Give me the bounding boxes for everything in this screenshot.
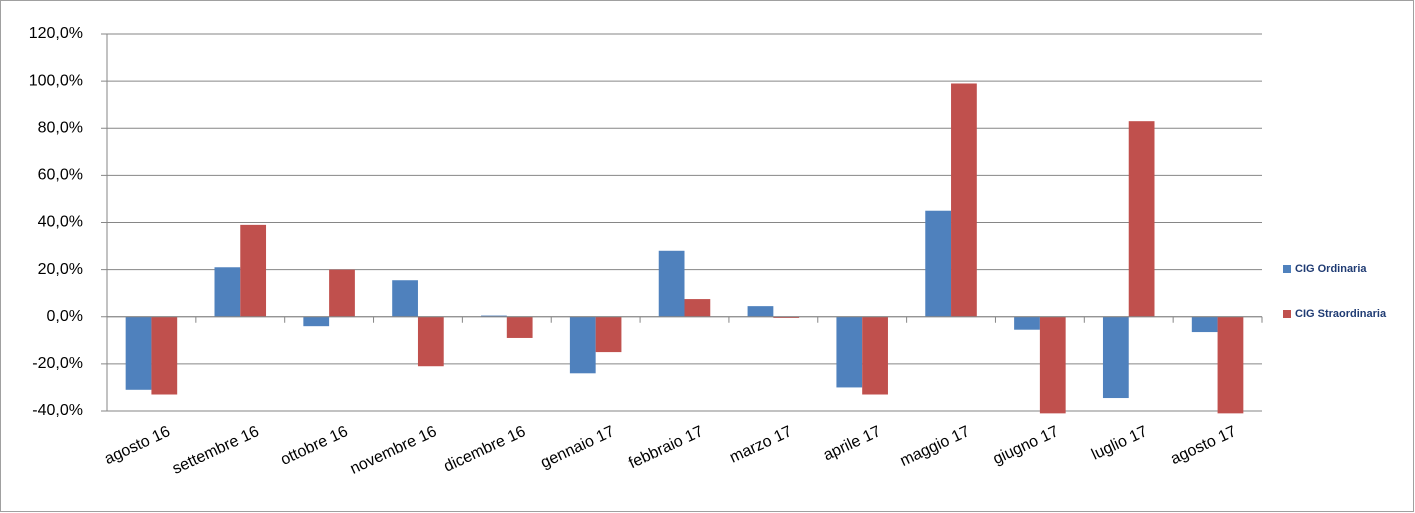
bar [684,299,711,317]
y-tick-label: 100,0% [29,72,83,89]
bar [773,316,800,318]
bar [1039,316,1066,414]
y-tick-label: 120,0% [29,25,83,42]
y-tick-label: 0,0% [47,308,83,325]
legend-label: CIG Ordinaria [1295,263,1367,275]
y-tick-label: -20,0% [32,355,83,372]
bar [392,280,418,317]
bar [125,316,152,390]
bar [1217,316,1244,414]
legend-label: CIG Straordinaria [1295,308,1387,320]
bar [240,224,267,317]
y-tick-label: -40,0% [32,402,83,419]
bar [1102,316,1129,399]
legend-swatch [1283,310,1291,318]
y-tick-label: 80,0% [38,119,83,136]
bar [506,316,533,338]
bar [1014,316,1040,330]
y-tick-label: 60,0% [38,167,83,184]
y-tick-label: 20,0% [38,261,83,278]
bar [925,210,952,317]
bar [836,316,863,388]
legend-swatch [1283,265,1291,273]
bar [1128,121,1155,317]
bar [303,316,330,327]
bar [214,267,241,317]
bar [951,83,977,317]
bar [1191,316,1218,333]
bar [481,315,507,317]
bar [417,316,444,367]
y-tick-label: 40,0% [38,214,83,231]
bar [747,306,774,317]
bar [151,316,178,395]
bar [569,316,596,374]
bar [329,269,355,317]
bar [595,316,622,353]
bar [862,316,888,395]
bar [658,250,685,317]
